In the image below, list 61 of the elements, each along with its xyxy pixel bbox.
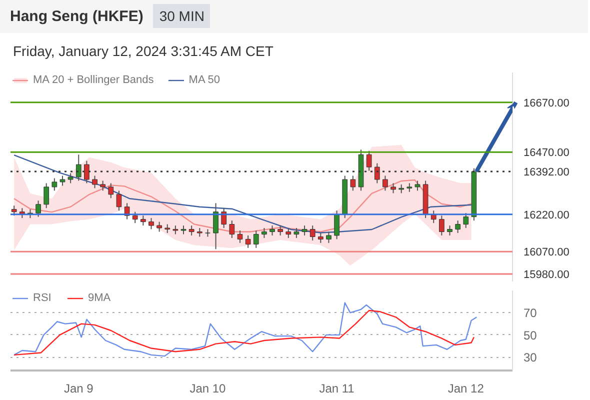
candlestick [366, 150, 372, 172]
candlestick [439, 215, 444, 236]
candlestick [229, 220, 235, 238]
candlestick [148, 218, 154, 230]
line-series [13, 310, 475, 356]
candlestick [334, 210, 340, 240]
y-tick-label: 30 [524, 350, 538, 365]
y-tick-label: 50 [524, 328, 538, 342]
candlestick [318, 232, 324, 244]
candlestick [310, 225, 316, 241]
candlestick [108, 182, 114, 199]
text: 30 MIN [153, 4, 210, 28]
x-tick-label: Jan 9 [64, 382, 94, 396]
y-tick-label: 70 [524, 306, 538, 320]
candlestick [52, 178, 58, 192]
ref-line-label: 16470.00 [524, 147, 570, 160]
candlestick [237, 230, 243, 244]
candlestick [213, 202, 218, 250]
candlestick [36, 200, 41, 218]
candlestick [245, 234, 251, 248]
ref-line-label: 16070.00 [524, 246, 570, 259]
candlestick [455, 220, 460, 234]
candlestick [390, 182, 396, 194]
candlestick [286, 228, 292, 238]
legend-label: MA 20 + Bollinger Bands [33, 74, 154, 86]
candlestick [302, 225, 308, 236]
candlestick [382, 175, 388, 192]
candlestick [132, 211, 138, 224]
ref-line-label: 15980.00 [524, 269, 570, 282]
candlestick [140, 215, 146, 226]
candlestick [270, 225, 275, 236]
candlestick [253, 230, 259, 248]
chart-subtitle: Friday, January 12, 2024 3:31:45 AM CET [12, 42, 274, 62]
candlestick [156, 221, 162, 232]
candlestick [44, 182, 50, 209]
x-tick-label: Jan 12 [448, 382, 484, 396]
x-tick-label: Jan 10 [190, 382, 226, 396]
candlestick [278, 225, 283, 236]
ref-line-label: 16670.00 [524, 97, 570, 110]
candlestick [350, 175, 356, 192]
candlestick [414, 180, 420, 192]
legend-label: RSI [33, 292, 52, 304]
candlestick [326, 231, 332, 244]
candlestick [447, 225, 452, 236]
candlestick [11, 205, 17, 216]
candlestick [294, 228, 300, 238]
candlestick [116, 190, 122, 212]
legend-label: 9MA [88, 292, 111, 304]
candlestick [188, 225, 194, 236]
candlestick [221, 208, 227, 229]
legend-label: MA 50 [188, 74, 220, 86]
chart-title: Hang Seng (HKFE) [10, 8, 144, 25]
candlestick [463, 212, 469, 229]
line-series [13, 302, 478, 357]
ref-line-label: 16392.00 [524, 166, 570, 179]
candlestick [100, 180, 106, 192]
candlestick [60, 175, 66, 186]
x-tick-label: Jan 11 [319, 382, 355, 396]
candlestick [92, 175, 98, 189]
candlestick [262, 228, 267, 238]
ref-line-label: 16220.00 [524, 209, 570, 222]
